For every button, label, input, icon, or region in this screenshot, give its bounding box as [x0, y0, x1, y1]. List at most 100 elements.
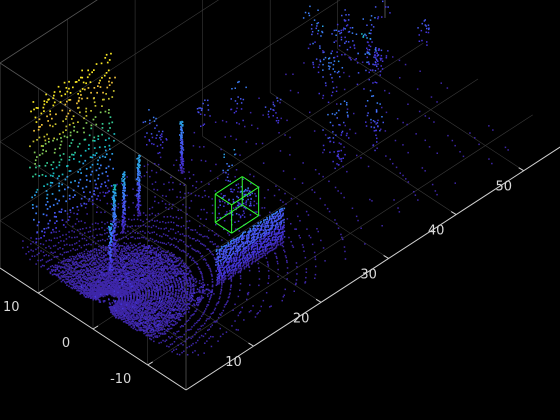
lidar-point — [136, 256, 139, 258]
lidar-point — [81, 252, 83, 254]
lidar-point — [92, 273, 94, 276]
lidar-point — [207, 284, 209, 286]
lidar-point — [140, 283, 142, 286]
lidar-point — [388, 92, 391, 94]
lidar-point — [121, 256, 123, 259]
lidar-point — [402, 174, 404, 177]
lidar-point — [102, 246, 104, 249]
lidar-point — [192, 313, 194, 316]
lidar-point — [71, 230, 73, 232]
lidar-point — [104, 223, 106, 225]
lidar-point — [112, 292, 115, 294]
lidar-point — [113, 239, 115, 242]
lidar-point — [143, 304, 145, 307]
lidar-point — [130, 292, 132, 294]
lidar-point — [90, 260, 92, 263]
lidar-point — [211, 204, 214, 207]
lidar-point — [208, 229, 210, 232]
lidar-point — [189, 295, 191, 298]
lidar-point — [110, 278, 113, 280]
lidar-point — [113, 307, 115, 309]
lidar-point — [129, 293, 131, 295]
lidar-point — [225, 179, 227, 181]
lidar-point — [160, 169, 162, 171]
lidar-point — [228, 293, 231, 296]
lidar-point — [70, 273, 72, 276]
lidar-point — [166, 293, 169, 295]
lidar-point — [146, 285, 148, 288]
lidar-point — [397, 207, 399, 209]
lidar-point — [155, 277, 157, 279]
lidar-point — [81, 286, 83, 288]
lidar-point — [183, 313, 185, 315]
lidar-point — [221, 279, 223, 282]
lidar-point — [60, 275, 63, 277]
lidar-point — [183, 196, 185, 199]
lidar-point — [169, 257, 172, 260]
lidar-point — [130, 289, 132, 291]
lidar-point — [217, 235, 220, 237]
lidar-point — [137, 320, 140, 322]
lidar-point — [229, 292, 231, 294]
lidar-point — [250, 310, 252, 312]
lidar-point — [282, 296, 285, 298]
lidar-point — [129, 260, 131, 262]
lidar-point — [190, 292, 192, 294]
lidar-point — [64, 276, 67, 278]
lidar-point — [175, 278, 177, 281]
lidar-point — [145, 307, 148, 309]
lidar-point — [165, 303, 167, 306]
lidar-point — [214, 307, 217, 310]
lidar-point — [66, 213, 69, 215]
lidar-point — [265, 292, 268, 294]
lidar-point — [176, 196, 178, 198]
lidar-point — [113, 280, 116, 283]
lidar-point — [116, 258, 118, 260]
lidar-point — [146, 269, 149, 272]
lidar-point — [120, 250, 123, 252]
lidar-point — [138, 301, 140, 304]
lidar-point — [147, 246, 149, 249]
lidar-point — [165, 279, 168, 281]
lidar-point — [111, 196, 113, 199]
lidar-point — [136, 307, 139, 309]
lidar-point — [261, 229, 263, 231]
lidar-point — [348, 56, 350, 59]
lidar-point — [85, 248, 87, 251]
lidar-point — [125, 268, 127, 270]
lidar-point — [161, 242, 164, 244]
lidar-point — [121, 270, 123, 272]
lidar-point — [113, 285, 116, 288]
lidar-point — [149, 272, 151, 274]
lidar-point — [97, 222, 99, 225]
lidar-point — [107, 257, 109, 260]
lidar-point — [179, 233, 182, 236]
lidar-point — [164, 253, 167, 256]
lidar-point — [254, 193, 256, 195]
lidar-point — [159, 257, 162, 259]
lidar-point — [182, 279, 185, 282]
lidar-point — [157, 301, 160, 303]
lidar-point — [98, 270, 101, 273]
lidar-point — [159, 326, 162, 329]
lidar-point — [114, 294, 117, 296]
lidar-point — [124, 285, 127, 287]
lidar-point — [123, 258, 125, 260]
lidar-point — [398, 211, 401, 213]
lidar-point — [87, 200, 90, 202]
lidar-point — [107, 277, 109, 280]
lidar-point — [123, 246, 126, 248]
lidar-point — [62, 272, 64, 274]
lidar-point — [163, 228, 166, 230]
lidar-point — [155, 316, 157, 319]
lidar-point — [104, 249, 107, 252]
lidar-point — [188, 207, 191, 209]
lidar-point — [117, 270, 120, 273]
lidar-point — [134, 270, 137, 272]
lidar-point — [77, 286, 79, 288]
lidar-point — [71, 244, 73, 246]
lidar-point — [200, 272, 202, 274]
lidar-point — [178, 290, 180, 292]
lidar-point — [123, 306, 125, 309]
lidar-point — [95, 294, 98, 297]
